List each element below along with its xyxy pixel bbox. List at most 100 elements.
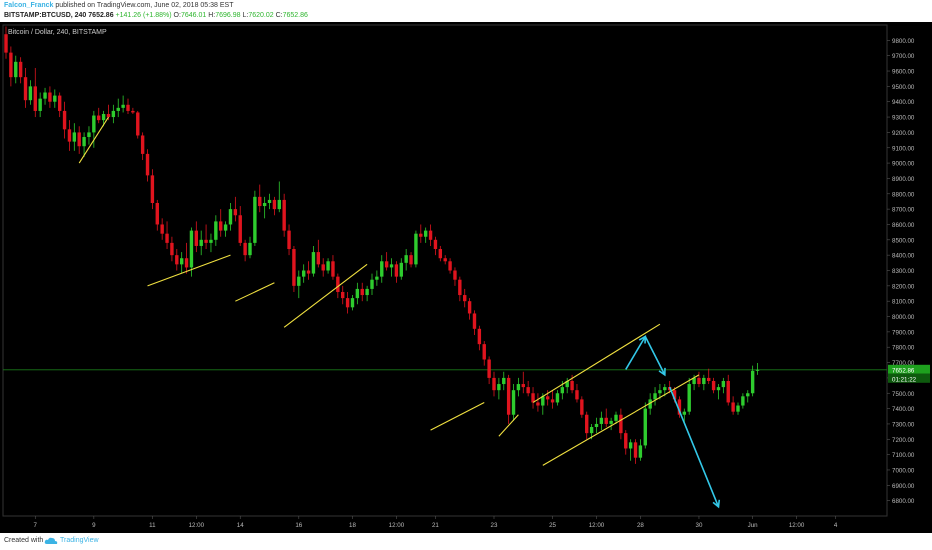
candle-body [116,107,120,111]
candle-body [624,433,628,449]
candle-body [160,224,164,234]
candle-body [531,393,535,403]
candle-body [492,377,496,391]
candle-body [287,230,291,250]
candle [145,149,150,182]
candle-body [282,199,286,231]
candle [72,123,77,151]
candle [550,390,555,409]
candle [67,120,72,151]
candle [619,408,623,440]
candle-body [755,369,760,371]
candle [165,221,169,250]
candle-body [14,61,18,78]
candle-body [82,137,86,147]
candle-body [394,264,399,277]
candle-body [580,399,584,415]
created-with-text: Created with [4,537,44,544]
y-tick-label: 8700.00 [892,207,915,214]
candle-body [526,387,530,394]
candle-body [301,270,306,277]
candle [492,371,496,397]
candle [502,371,506,391]
chart-title: Bitcoin / Dollar, 240, BITSTAMP [8,29,107,36]
candle [297,270,301,299]
candle [57,92,62,118]
candle-body [746,393,750,397]
candle [331,255,335,280]
candle [755,363,760,375]
candle-body [72,132,77,142]
candle [697,371,701,388]
x-tick-label: 16 [295,522,302,529]
candle [389,258,394,277]
candle-body [599,417,604,424]
candle [482,341,486,366]
candle [487,356,491,385]
candle-body [453,270,457,280]
x-tick-label: 28 [637,522,644,529]
candle [219,209,223,237]
candle-body [672,390,677,400]
candle-body [126,104,130,111]
y-tick-label: 7200.00 [892,437,915,444]
candle [62,101,67,139]
candle [126,98,130,114]
candle [555,390,560,406]
candle [111,104,116,124]
candle [526,380,530,397]
trendline [147,254,231,287]
candle [341,285,345,305]
arrow-head [712,499,721,509]
candle-body [101,113,106,121]
candle-body [170,242,174,256]
y-tick-label: 8600.00 [892,222,915,229]
candle [258,184,262,213]
candle-body [48,92,52,102]
y-tick-label: 8000.00 [892,314,915,321]
candle-body [262,202,267,207]
candle [628,439,633,461]
candle-body [33,86,37,111]
x-tick-label: 14 [237,522,244,529]
candle-body [370,279,374,289]
candle [18,57,23,84]
price-chart[interactable]: Bitcoin / Dollar, 240, BITSTAMP 9800.00 9… [0,22,932,533]
candle-body [702,377,706,385]
candle [448,258,452,274]
candle-body [399,262,403,277]
candle-body [458,279,462,296]
candle-body [502,377,506,385]
y-tick-label: 6900.00 [892,483,915,490]
candle-body [219,221,223,231]
candle [716,384,721,400]
candle [306,261,311,280]
candle [9,46,13,87]
ohlc-line: BITSTAMP:BTCUSD, 240 7652.86 +141.26 (+1… [4,12,308,19]
candle-body [419,233,423,237]
candle [643,402,647,449]
plot-area [2,24,888,517]
candle-body [199,239,203,246]
trendline [532,323,661,403]
candle-body [594,423,599,428]
tradingview-brand[interactable]: TradingView [60,537,99,544]
candle-body [375,276,379,280]
candle [336,273,340,299]
author-link[interactable]: Falcon_Franck [4,2,54,9]
candle-body [658,390,662,394]
high-label: H: [208,12,216,19]
low-value: 7620.02 [248,12,274,19]
candle-body [741,396,745,406]
candle [438,245,443,262]
y-tick-label: 7300.00 [892,421,915,428]
candle [380,255,384,283]
candle-body [545,396,550,400]
candle [82,132,86,157]
x-tick-label: 4 [834,522,838,529]
x-tick-label: 23 [491,522,498,529]
tradingview-cloud-icon [44,537,58,544]
publish-line: Falcon_Franck published on TradingView.c… [4,2,233,9]
candle-body [223,224,228,231]
x-tick-label: 9 [92,522,96,529]
